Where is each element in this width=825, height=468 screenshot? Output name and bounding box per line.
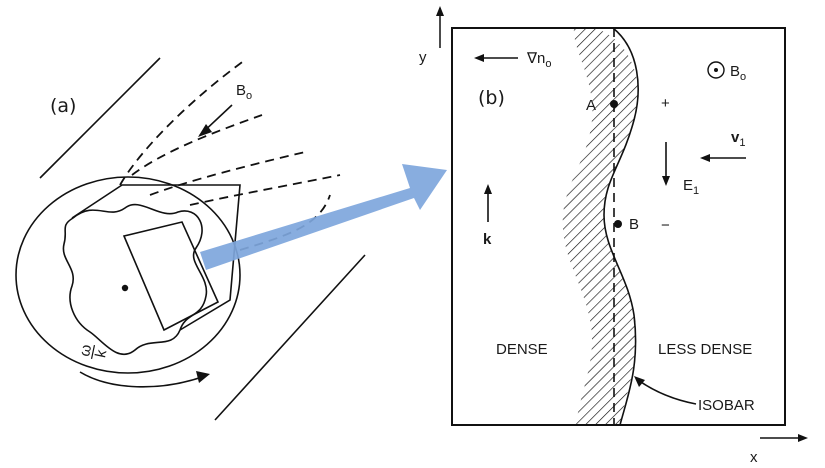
isobar-curve [603, 27, 639, 426]
cylinder-bottom-line [214, 254, 366, 421]
isobar-pointer-arrowhead [634, 376, 645, 387]
field-line-dashed-3 [149, 151, 306, 196]
zoom-connector-arrow [200, 164, 447, 270]
point-a-dot [610, 100, 618, 108]
cylinder-end-ellipse [15, 176, 241, 374]
b0-label: Bo [730, 63, 746, 83]
grad-n-arrowhead [474, 54, 484, 62]
omega-over-k-label: ω k [76, 343, 110, 360]
panel-b: y x (b) ∇no Bo A + v1 E1 B − k DENSE LES… [419, 6, 808, 466]
isobar-label: ISOBAR [698, 397, 755, 414]
b0-arrowhead [198, 124, 212, 137]
svg-text:k: k [92, 348, 110, 359]
k-label: k [483, 231, 492, 248]
field-line-dashed-1 [119, 59, 246, 186]
x-axis-arrowhead [798, 434, 808, 442]
grad-n-label: ∇no [526, 50, 552, 70]
e1-arrowhead [662, 176, 670, 186]
panel-a: (a) Bo ω k [15, 57, 366, 421]
b0-out-of-page-icon [707, 61, 725, 79]
b0-out-of-page-dot [714, 68, 718, 72]
isobar-pointer-line [637, 379, 697, 405]
zoom-rectangle [122, 221, 220, 332]
x-axis-label: x [750, 449, 758, 466]
plus-sign: + [661, 95, 670, 112]
y-axis-label: y [419, 49, 427, 66]
hatched-region [562, 28, 638, 425]
less-dense-label: LESS DENSE [658, 341, 752, 358]
k-arrowhead [484, 184, 492, 194]
point-b-label: B [629, 216, 639, 233]
flux-tube-outline [71, 184, 241, 331]
minus-sign: − [661, 217, 670, 234]
e1-label: E1 [683, 177, 699, 197]
panel-a-label: (a) [50, 95, 76, 117]
field-line-dashed-4 [189, 174, 341, 206]
panel-a-field-label: Bo [236, 82, 252, 102]
cylinder-top-line [39, 57, 161, 179]
v1-label: v1 [731, 129, 745, 149]
field-line-dashed-2 [131, 114, 263, 176]
dense-label: DENSE [496, 341, 548, 358]
y-axis-arrowhead [436, 6, 444, 16]
rotation-arrowhead [196, 371, 210, 383]
point-a-label: A [586, 97, 596, 114]
rotation-arrow [79, 371, 206, 388]
v1-arrowhead [700, 154, 710, 162]
center-dot [121, 284, 129, 292]
svg-text:ω: ω [76, 343, 95, 358]
point-b-dot [614, 220, 622, 228]
panel-b-label: (b) [478, 87, 505, 109]
